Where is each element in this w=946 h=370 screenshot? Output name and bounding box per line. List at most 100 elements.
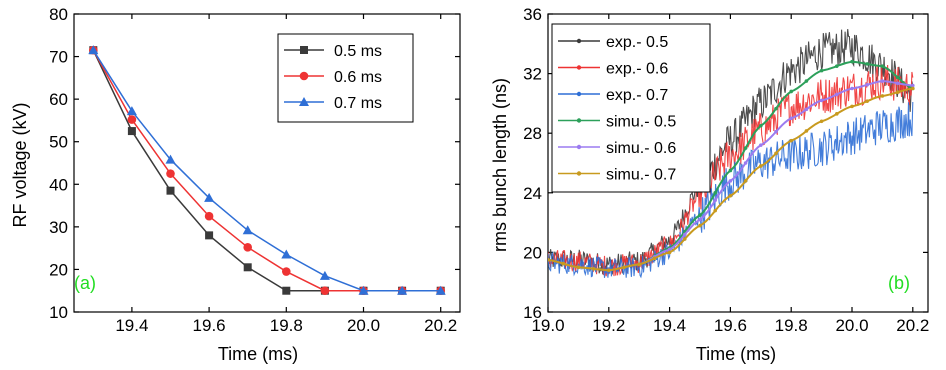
legend-swatch-marker (576, 38, 582, 44)
data-point (667, 250, 672, 255)
y-tick-label: 50 (49, 133, 68, 152)
x-tick-label: 19.8 (775, 316, 808, 335)
data-point (835, 112, 839, 116)
data-point (819, 119, 824, 124)
data-point (895, 90, 900, 95)
data-point (880, 79, 885, 83)
legend-swatch-marker (576, 118, 582, 123)
y-tick-label: 16 (523, 303, 542, 322)
data-point (622, 265, 626, 270)
y-tick-label: 80 (49, 5, 68, 24)
panel-b-ylabel: rms bunch length (ns) (490, 78, 510, 252)
data-point (320, 286, 330, 296)
panel-a-xlabel: Time (ms) (218, 344, 298, 364)
data-point (243, 263, 252, 272)
legend-swatch-marker (299, 97, 309, 106)
legend: exp.- 0.5 exp.- 0.6 exp.- 0.7 simu.- 0.5 sim… (551, 23, 711, 193)
legend-label: simu.- 0.6 (606, 140, 676, 157)
data-point (850, 104, 854, 109)
x-tick-label: 19.0 (531, 316, 564, 335)
data-point (242, 225, 253, 235)
y-tick-label: 40 (49, 175, 68, 194)
data-point (835, 64, 839, 68)
legend-swatch-marker (576, 144, 582, 150)
data-point (165, 154, 176, 164)
data-point (865, 99, 869, 103)
x-tick-label: 19.8 (270, 316, 303, 335)
data-point (759, 123, 763, 128)
panel-b-chart: 19.0 19.2 19.4 19.6 19.8 20.0 20.2 16 20 24 28 32 36… (523, 5, 929, 335)
data-point (667, 247, 672, 252)
data-point (548, 258, 550, 262)
data-point (282, 286, 291, 295)
x-tick-label: 19.4 (653, 316, 686, 335)
legend-swatch-marker (576, 65, 582, 70)
legend-box (551, 23, 711, 193)
legend-label: simu.- 0.5 (606, 114, 676, 131)
x-tick-label: 20.0 (835, 316, 868, 335)
data-point (683, 237, 687, 241)
legend-swatch-marker (300, 46, 308, 54)
data-point (126, 106, 137, 116)
x-tick-label: 20.2 (424, 316, 457, 335)
data-point (819, 98, 824, 103)
data-point (204, 211, 214, 221)
data-point (865, 82, 869, 87)
y-tick-label: 30 (49, 218, 68, 237)
data-point (166, 169, 175, 178)
data-point (607, 268, 611, 273)
y-tick-label: 32 (523, 65, 542, 84)
data-point (319, 270, 330, 280)
plot-frame (547, 13, 929, 313)
legend-label: exp.- 0.7 (606, 87, 668, 104)
legend-label: simu.- 0.7 (606, 167, 676, 184)
data-point (637, 262, 641, 267)
y-tick-label: 60 (49, 90, 68, 109)
data-point (282, 267, 291, 276)
data-point (166, 186, 175, 195)
data-point (713, 208, 717, 213)
data-point (895, 75, 900, 80)
y-tick-label: 20 (523, 243, 542, 262)
data-point (728, 168, 733, 173)
legend-swatch-marker (576, 91, 582, 97)
legend-swatch-marker (299, 71, 309, 81)
data-point (911, 86, 915, 91)
data-point (895, 81, 900, 86)
data-point (713, 198, 717, 203)
data-point (804, 107, 809, 112)
data-point (243, 242, 252, 252)
data-point (576, 265, 581, 270)
data-point (850, 86, 854, 91)
data-point (774, 129, 778, 134)
data-point (652, 256, 657, 261)
data-point (911, 83, 915, 88)
data-point (281, 249, 292, 259)
data-point (759, 143, 763, 147)
data-point (713, 191, 717, 195)
data-point (205, 231, 214, 240)
legend-label: exp.- 0.6 (606, 61, 668, 78)
series-line (92, 49, 441, 292)
y-tick-label: 28 (523, 124, 542, 143)
data-point (435, 285, 446, 295)
legend-label: 0.6 ms (334, 69, 382, 86)
panel-a-chart: 19.4 19.6 19.8 20.0 20.2 10 20 30 40 50 60 70 80 0.5 … (49, 5, 461, 335)
data-point (835, 92, 839, 97)
data-point (728, 193, 733, 198)
panel-a-tag: (a) (74, 273, 96, 293)
panel-b-tag: (b) (888, 273, 910, 293)
x-tick-label: 20.2 (896, 316, 929, 335)
data-point (127, 115, 137, 124)
legend-label: 0.7 ms (334, 95, 382, 112)
data-point (865, 62, 869, 66)
y-tick-label: 24 (523, 184, 542, 203)
data-point (728, 179, 733, 183)
panel-b-xlabel: Time (ms) (696, 344, 776, 364)
legend-label: 0.5 ms (334, 43, 382, 60)
data-point (561, 261, 565, 266)
data-point (743, 161, 748, 165)
x-tick-label: 20.0 (347, 316, 380, 335)
data-point (804, 129, 809, 133)
